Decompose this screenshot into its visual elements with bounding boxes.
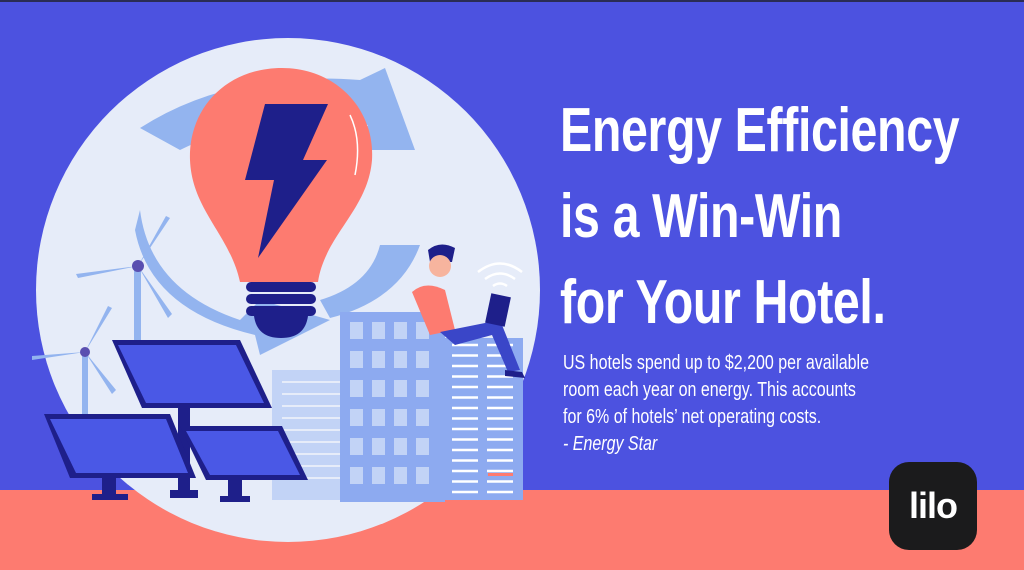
building-window xyxy=(372,351,385,368)
building-window xyxy=(372,322,385,339)
building-window xyxy=(416,380,429,397)
building-window xyxy=(394,409,407,426)
wifi-icon xyxy=(477,262,523,288)
building-window xyxy=(394,438,407,455)
solar-panel-icon xyxy=(44,414,196,500)
building-window xyxy=(416,467,429,484)
body-text: US hotels spend up to $2,200 per availab… xyxy=(563,350,869,458)
building-window xyxy=(350,322,363,339)
headline-line: for Your Hotel. xyxy=(560,268,886,337)
building-window xyxy=(416,409,429,426)
building-window xyxy=(372,380,385,397)
headline-line: is a Win-Win xyxy=(560,182,842,251)
building-window xyxy=(350,351,363,368)
building-window xyxy=(416,322,429,339)
body-line: US hotels spend up to $2,200 per availab… xyxy=(563,352,869,374)
building-window xyxy=(350,467,363,484)
person-with-laptop-icon xyxy=(412,244,525,378)
source-attribution: - Energy Star xyxy=(563,433,658,455)
building-window xyxy=(416,351,429,368)
top-border xyxy=(0,0,1024,2)
building-window xyxy=(372,467,385,484)
lightning-bolt-icon xyxy=(245,104,328,258)
headline: Energy Efficiency is a Win-Win for Your … xyxy=(560,88,960,346)
building-window xyxy=(372,438,385,455)
building-window xyxy=(350,438,363,455)
building-window xyxy=(394,351,407,368)
building-window xyxy=(394,467,407,484)
solar-panel-icon xyxy=(180,426,308,502)
building-window xyxy=(350,380,363,397)
body-line: room each year on energy. This accounts xyxy=(563,379,856,401)
lilo-logo: lilo xyxy=(889,462,977,550)
light-bulb-icon xyxy=(189,68,373,338)
building-window xyxy=(350,409,363,426)
wind-turbine-icon xyxy=(76,216,172,358)
logo-text: lilo xyxy=(909,485,958,526)
wind-turbine-icon xyxy=(32,306,116,435)
building-window xyxy=(372,409,385,426)
building-window xyxy=(394,380,407,397)
building-icon xyxy=(272,312,523,502)
building-window xyxy=(394,322,407,339)
energy-illustration xyxy=(32,38,540,542)
building-window xyxy=(416,438,429,455)
body-line: for 6% of hotels’ net operating costs. xyxy=(563,406,822,428)
headline-line: Energy Efficiency xyxy=(560,96,960,165)
